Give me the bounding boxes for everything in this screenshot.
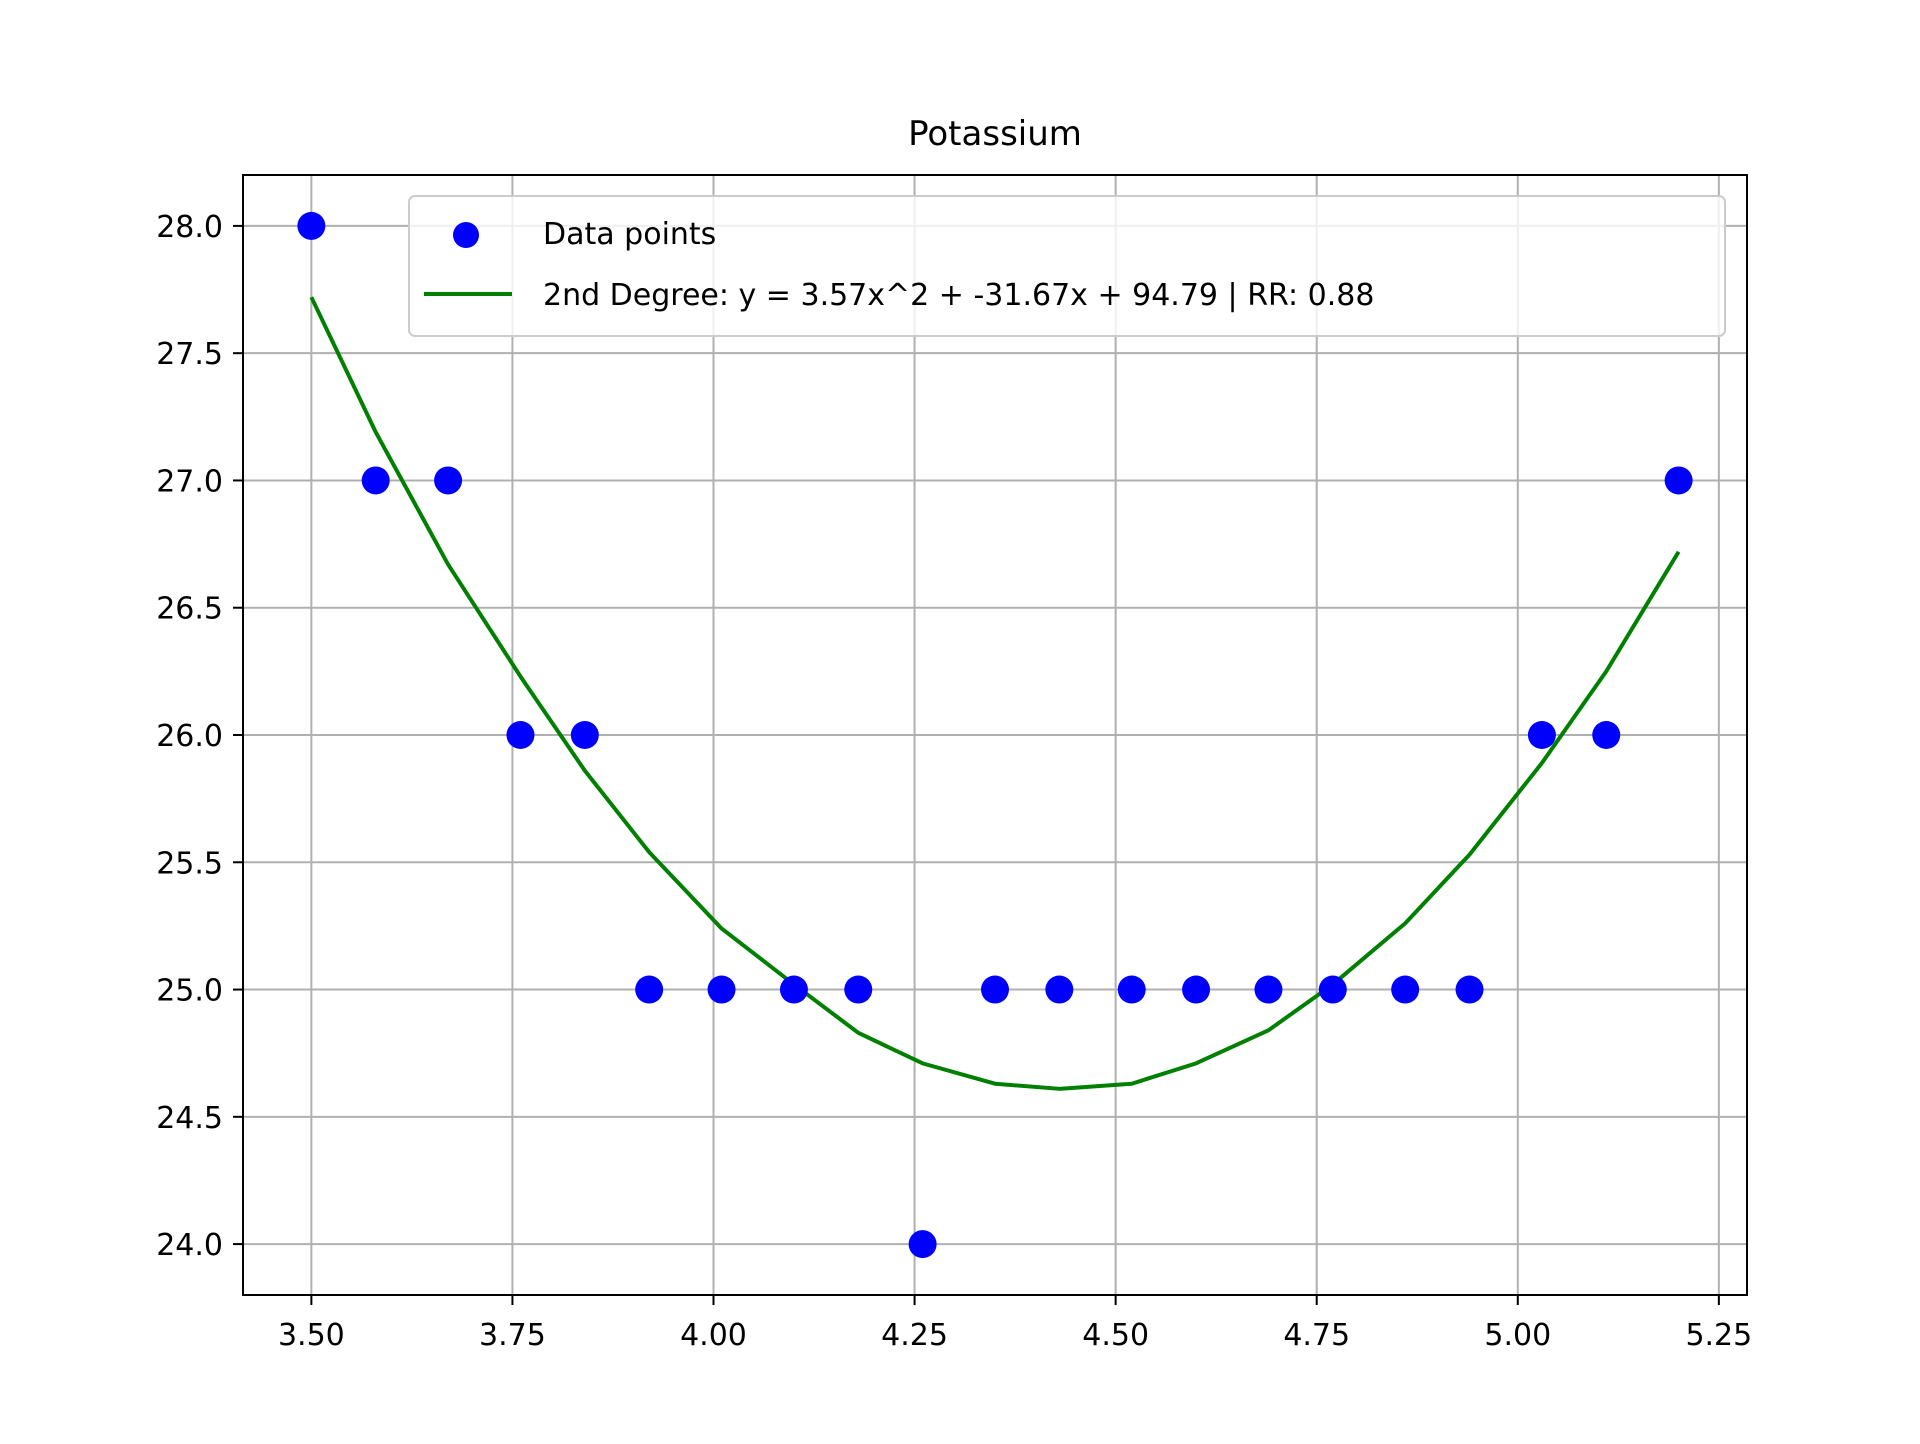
data-point (1182, 975, 1211, 1004)
y-tick-label: 27.0 (156, 464, 223, 499)
y-tick-label: 24.5 (156, 1101, 223, 1136)
axis-ticks: 3.50 3.75 4.00 4.25 4.50 4.75 5.00 5.25 24.0 24.5… (156, 210, 1752, 1353)
y-tick-label: 26.5 (156, 592, 223, 627)
legend-box (408, 195, 1726, 337)
data-point (707, 975, 736, 1004)
x-tick-label: 5.00 (1484, 1318, 1551, 1353)
data-point (297, 211, 326, 240)
x-tick-label: 5.25 (1685, 1318, 1752, 1353)
data-point (570, 721, 599, 749)
data-point (434, 466, 463, 495)
data-point (361, 466, 390, 495)
data-point (506, 721, 535, 749)
data-point (981, 975, 1009, 1004)
fit-line-layer (309, 296, 1681, 1091)
legend-label-data-points: Data points (543, 217, 716, 252)
data-point (908, 1230, 937, 1259)
x-tick-label: 4.75 (1283, 1318, 1350, 1353)
x-tick-label: 4.00 (680, 1318, 747, 1353)
y-tick-label: 26.0 (156, 719, 223, 754)
data-point (844, 975, 873, 1004)
data-point (1045, 975, 1074, 1004)
data-point (635, 975, 664, 1004)
data-point (1592, 721, 1621, 749)
y-tick-label: 27.5 (156, 337, 223, 372)
fit-line (309, 296, 1681, 1091)
x-tick-label: 3.75 (479, 1318, 546, 1353)
data-point (1527, 721, 1556, 749)
x-tick-label: 3.50 (278, 1318, 345, 1353)
data-point (1664, 466, 1693, 495)
data-points-layer (297, 211, 1693, 1259)
legend-label-fit-line: 2nd Degree: y = 3.57x^2 + -31.67x + 94.7… (543, 278, 1374, 313)
chart-title: Potassium (908, 114, 1082, 154)
y-tick-label: 28.0 (156, 210, 223, 245)
x-tick-label: 4.25 (881, 1318, 948, 1353)
legend-marker-data-points (453, 222, 479, 248)
y-tick-label: 25.5 (156, 846, 223, 881)
data-point (1117, 975, 1146, 1004)
data-point (1391, 975, 1420, 1004)
data-point (1318, 975, 1347, 1004)
legend: Data points 2nd Degree: y = 3.57x^2 + -3… (408, 195, 1726, 337)
y-tick-label: 24.0 (156, 1228, 223, 1263)
y-tick-label: 25.0 (156, 974, 223, 1009)
data-point (779, 975, 808, 1004)
data-point (1254, 975, 1283, 1004)
x-tick-label: 4.50 (1082, 1318, 1149, 1353)
data-point (1455, 975, 1484, 1004)
